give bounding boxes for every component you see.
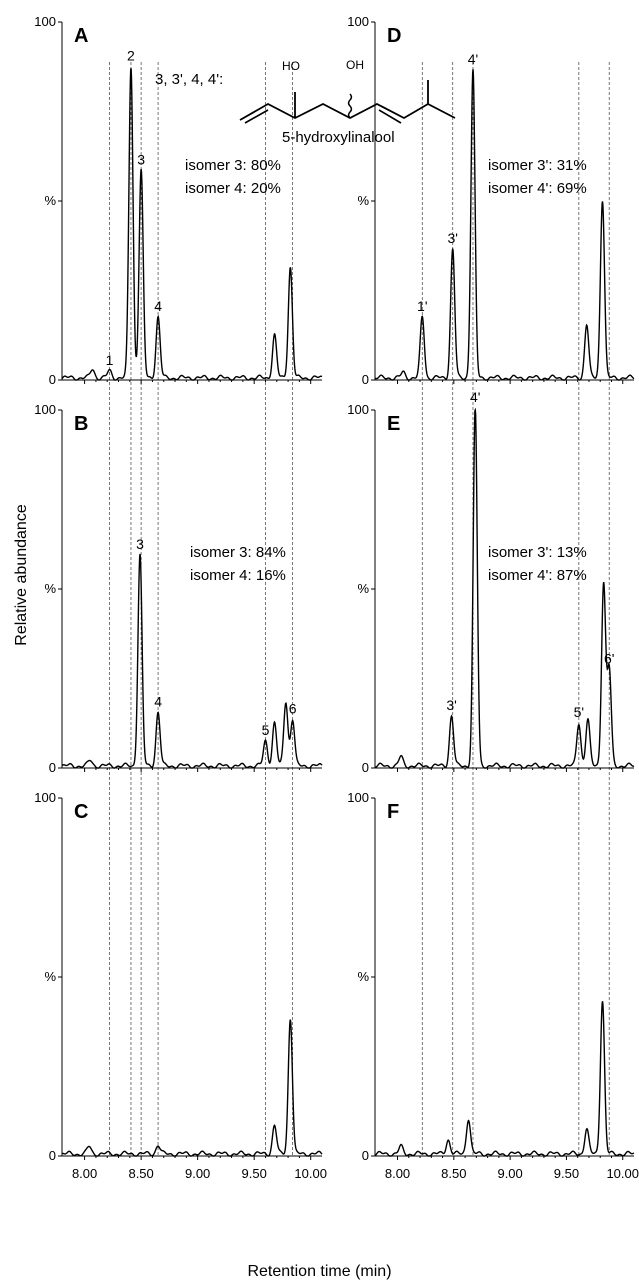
panel-C: 100% 0 8.00 8.50 9.00 9.50 10.00 C [34, 790, 327, 1181]
y-tick-label: % [44, 581, 56, 596]
x-tick-label: 8.50 [128, 1166, 153, 1181]
y-tick-label: 0 [49, 372, 56, 387]
x-tick-label: 8.00 [385, 1166, 410, 1181]
y-tick-label: % [357, 193, 369, 208]
peak-label: 4' [468, 51, 478, 67]
structure-double-bond-2 [378, 109, 402, 124]
peak-label: 5 [262, 722, 270, 738]
isomer-ratio-text: isomer 4: 16% [190, 567, 286, 584]
peak-label: 4' [470, 389, 480, 405]
peak-label: 2 [127, 48, 135, 64]
isomer-list-label: 3, 3', 4, 4': [155, 71, 223, 88]
y-tick-label: % [357, 581, 369, 596]
x-tick-label: 9.00 [497, 1166, 522, 1181]
panel-B: 100% 0 B 3 4 5 6 isomer 3: 84% isomer 4: 16% [34, 402, 323, 775]
isomer-ratio-text: isomer 4': 87% [488, 567, 587, 584]
isomer-ratio-text: isomer 3: 80% [185, 157, 281, 174]
isomer-ratio-text: isomer 3': 31% [488, 157, 587, 174]
trace-line [374, 69, 635, 381]
peak-label: 1 [106, 352, 114, 368]
x-tick-label: 9.50 [554, 1166, 579, 1181]
trace-line [374, 1001, 635, 1157]
y-axis-title: Relative abundance [13, 504, 30, 646]
structure-oh-label: OH [346, 58, 364, 72]
peak-label: 4 [154, 298, 162, 314]
x-axis-title: Retention time (min) [247, 1263, 391, 1280]
peak-label: 6 [289, 700, 297, 716]
isomer-ratio-text: isomer 4': 69% [488, 180, 587, 197]
x-tick-label: 8.00 [72, 1166, 97, 1181]
structure-double-bond-1 [244, 109, 269, 124]
peak-label: 5' [574, 704, 584, 720]
y-tick-label: 0 [362, 1148, 369, 1163]
peak-label: 4 [154, 693, 162, 709]
y-tick-label: 100 [34, 790, 56, 805]
y-tick-label: 0 [49, 1148, 56, 1163]
isomer-ratio-text: isomer 3': 13% [488, 544, 587, 561]
peak-label: 3' [446, 697, 456, 713]
panel-letter-F: F [387, 801, 399, 823]
y-tick-label: % [44, 969, 56, 984]
panel-letter-C: C [74, 801, 88, 823]
structure-wavy-bond [347, 93, 353, 119]
panel-F: 100% 0 8.00 8.50 9.00 9.50 10.00 F [347, 790, 639, 1181]
peak-label: 3 [137, 151, 145, 167]
x-tick-label: 9.00 [185, 1166, 210, 1181]
y-tick-label: 0 [362, 760, 369, 775]
panel-letter-B: B [74, 413, 88, 435]
isomer-ratio-text: isomer 4: 20% [185, 180, 281, 197]
y-tick-label: 100 [34, 14, 56, 29]
structure-ho-label: HO [282, 59, 300, 73]
isomer-ratio-text: isomer 3: 84% [190, 544, 286, 561]
y-tick-label: 0 [49, 760, 56, 775]
trace-line [61, 553, 323, 769]
trace-line [374, 407, 635, 769]
y-tick-label: % [44, 193, 56, 208]
panel-E: 100% 0 E 3' 4' 5' 6' isomer 3': 13% isomer 4': 8… [347, 389, 635, 775]
peak-label: 3' [447, 230, 457, 246]
x-tick-label: 8.50 [441, 1166, 466, 1181]
peak-label: 3 [136, 536, 144, 552]
y-tick-label: 100 [347, 14, 369, 29]
compound-structure: HO OH 3, 3', 4, 4': 5-hydroxylinalool [155, 58, 456, 146]
y-tick-label: 100 [347, 790, 369, 805]
compound-name: 5-hydroxylinalool [282, 129, 395, 146]
panel-A: 100% 0 A 1 2 3 4 isomer 3: 80% isomer 4: 20% [34, 14, 323, 387]
peak-label: 1' [417, 298, 427, 314]
y-tick-label: % [357, 969, 369, 984]
trace-line [61, 68, 323, 381]
peak-label: 6' [604, 650, 614, 666]
y-tick-label: 0 [362, 372, 369, 387]
y-tick-label: 100 [34, 402, 56, 417]
x-tick-label: 10.00 [294, 1166, 327, 1181]
x-tick-label: 10.00 [606, 1166, 639, 1181]
panel-letter-D: D [387, 25, 401, 47]
panel-D: 100% 0 D 1' 3' 4' isomer 3': 31% isomer 4': 69% [347, 14, 635, 387]
panel-letter-E: E [387, 413, 400, 435]
trace-line [61, 1019, 323, 1157]
y-tick-label: 100 [347, 402, 369, 417]
panel-letter-A: A [74, 25, 88, 47]
x-tick-label: 9.50 [242, 1166, 267, 1181]
